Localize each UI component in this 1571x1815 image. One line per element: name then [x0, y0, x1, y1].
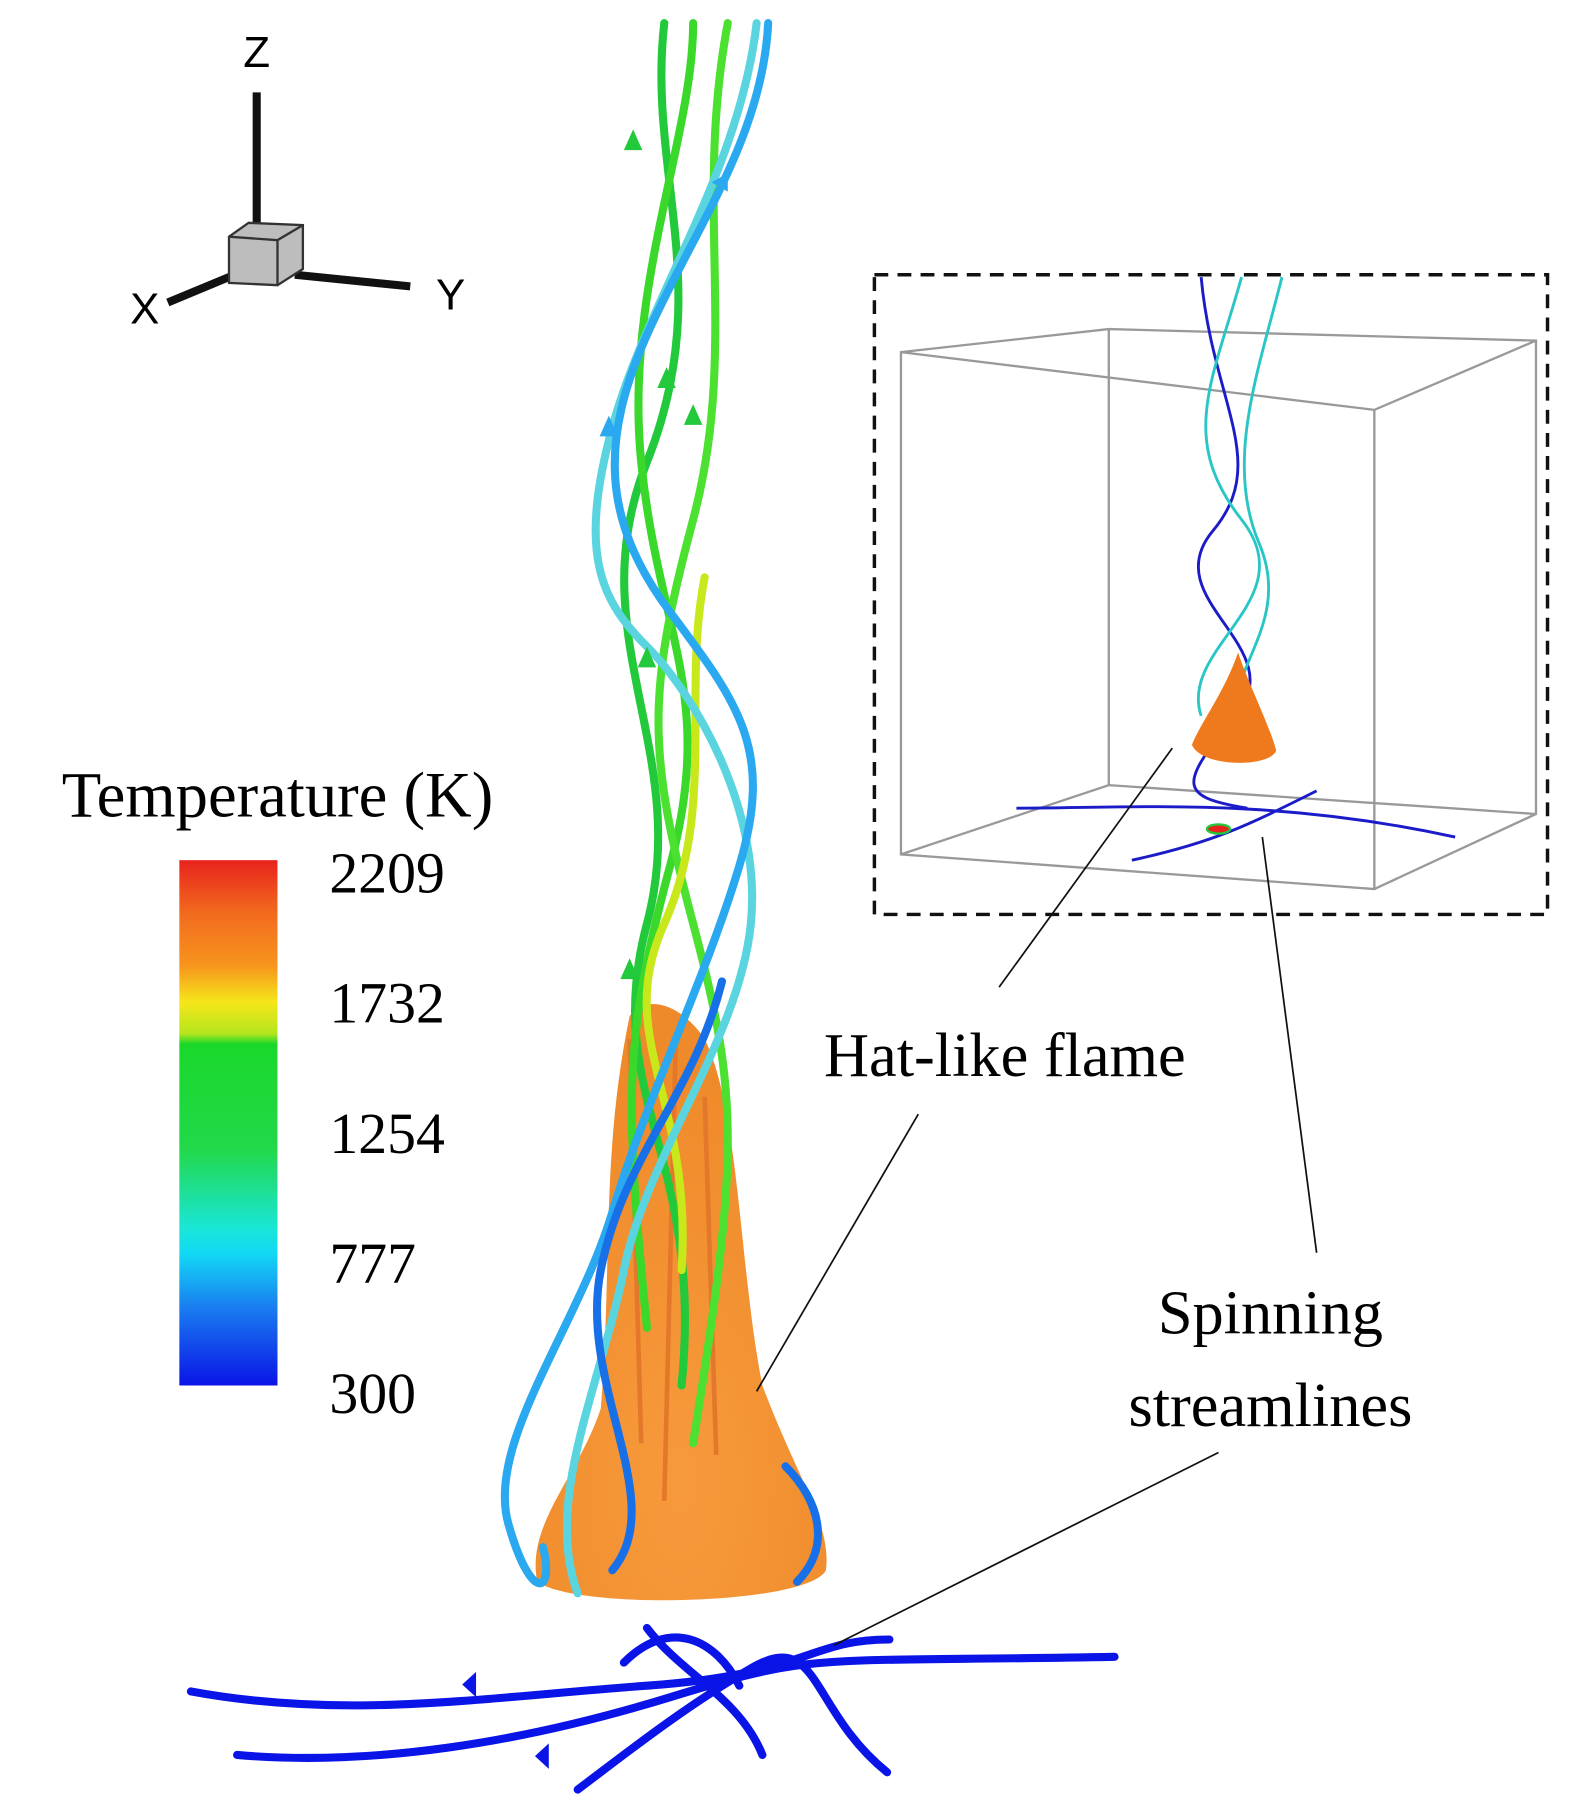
colorbar-tick-label: 1254: [329, 1103, 444, 1166]
annotation-flame: Hat-like flame: [824, 1021, 1186, 1090]
annotation-streamlines: streamlines: [1128, 1371, 1412, 1440]
axis-label-y: Y: [436, 270, 465, 319]
colorbar-tick-label: 777: [329, 1233, 416, 1296]
streamline-plot: [186, 19, 1119, 1794]
inset: [872, 273, 1550, 917]
annotations: Hat-like flame Spinning streamlines: [755, 747, 1412, 1647]
colorbar-title: Temperature (K): [62, 758, 494, 831]
colorbar-tick-label: 2209: [329, 842, 444, 905]
axis-label-x: X: [130, 284, 159, 333]
axis-label-z: Z: [243, 28, 270, 77]
annotation-streamlines: Spinning: [1158, 1279, 1383, 1348]
colorbar-tick-label: 1732: [329, 973, 444, 1036]
colorbar: Temperature (K) 2209 1732 1254 777 300: [62, 758, 494, 1426]
colorbar-tick-label: 300: [329, 1363, 416, 1426]
colorbar-scale: [179, 860, 278, 1386]
axes-triad: Z X Y: [130, 28, 465, 333]
colorbar-ticks: 2209 1732 1254 777 300: [329, 842, 444, 1426]
